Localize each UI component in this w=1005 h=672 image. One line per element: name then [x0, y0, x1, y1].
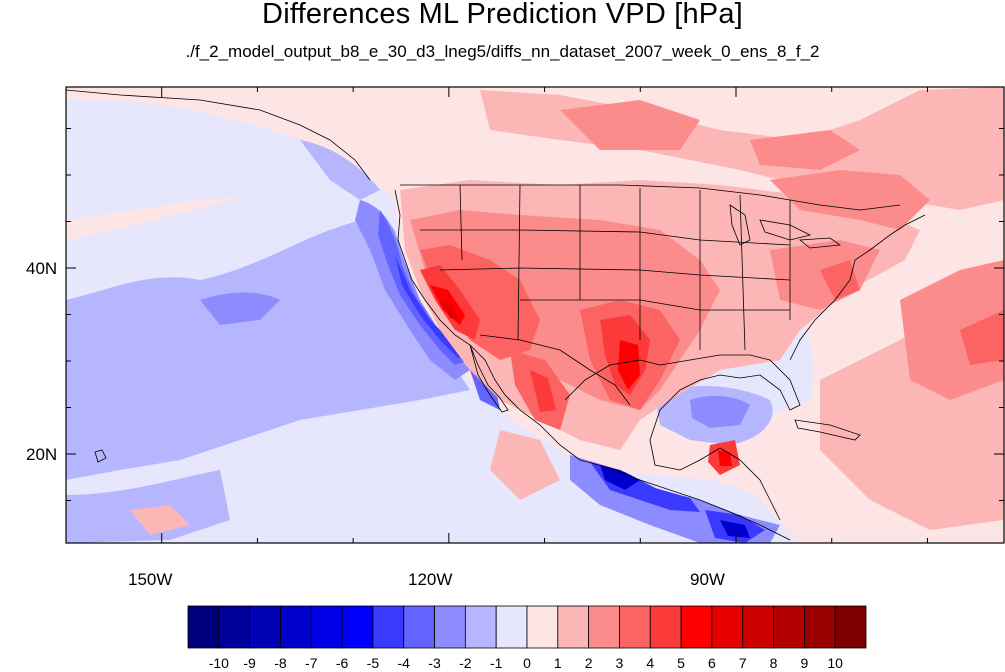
colorbar-label: 3	[615, 655, 624, 671]
colorbar-label: 8	[769, 655, 778, 671]
colorbar-label: 10	[827, 655, 843, 671]
colorbar-label: 9	[800, 655, 809, 671]
colorbar-label: -4	[397, 655, 410, 671]
colorbar-label: 7	[738, 655, 747, 671]
lon-tick-150w: 150W	[128, 570, 173, 589]
map-title: Differences ML Prediction VPD [hPa]	[262, 0, 743, 30]
colorbar-swatch	[526, 605, 559, 649]
colorbar-label: -5	[366, 655, 380, 671]
colorbar-label: -1	[489, 655, 503, 671]
colorbar-swatch	[619, 605, 651, 649]
colorbar-swatch	[403, 605, 435, 649]
map-subtitle: ./f_2_model_output_b8_e_30_d3_lneg5/diff…	[185, 42, 820, 61]
colorbar-label: 1	[553, 655, 562, 671]
difference-field	[66, 87, 1004, 543]
colorbar-swatch	[588, 605, 620, 649]
colorbar-swatch	[280, 605, 312, 649]
colorbar-label: -6	[335, 655, 349, 671]
colorbar-label: -2	[459, 655, 472, 671]
lat-tick-20n: 20N	[26, 445, 58, 464]
colorbar-swatch	[310, 605, 343, 649]
colorbar-swatch	[834, 605, 867, 649]
lat-tick-40n: 40N	[26, 259, 58, 278]
lon-tick-90w: 90W	[690, 570, 725, 589]
colorbar	[187, 605, 867, 649]
colorbar-swatch	[218, 605, 251, 649]
axis-ticks	[65, 87, 1004, 543]
colorbar-label: 5	[677, 655, 685, 671]
colorbar-swatch	[803, 605, 836, 649]
colorbar-swatch	[711, 605, 744, 649]
colorbar-swatch	[557, 605, 590, 649]
colorbar-label: -3	[428, 655, 441, 671]
colorbar-swatch	[249, 605, 281, 649]
colorbar-swatch	[649, 605, 682, 649]
colorbar-label: -10	[208, 655, 229, 671]
colorbar-swatch	[495, 605, 528, 649]
colorbar-swatch	[341, 605, 374, 649]
colorbar-swatch	[434, 605, 466, 649]
colorbar-swatch	[742, 605, 774, 649]
colorbar-label: -8	[274, 655, 287, 671]
colorbar-label: -7	[305, 655, 318, 671]
colorbar-swatch	[372, 605, 405, 649]
colorbar-label: -9	[243, 655, 256, 671]
colorbar-swatch	[680, 605, 713, 649]
colorbar-label: 6	[708, 655, 716, 671]
colorbar-swatch	[464, 605, 497, 649]
lon-tick-120w: 120W	[408, 570, 453, 589]
colorbar-label: 4	[646, 655, 655, 671]
colorbar-label: 0	[523, 655, 531, 671]
colorbar-label: 2	[584, 655, 593, 671]
colorbar-swatch	[187, 605, 220, 649]
colorbar-swatch	[773, 605, 805, 649]
